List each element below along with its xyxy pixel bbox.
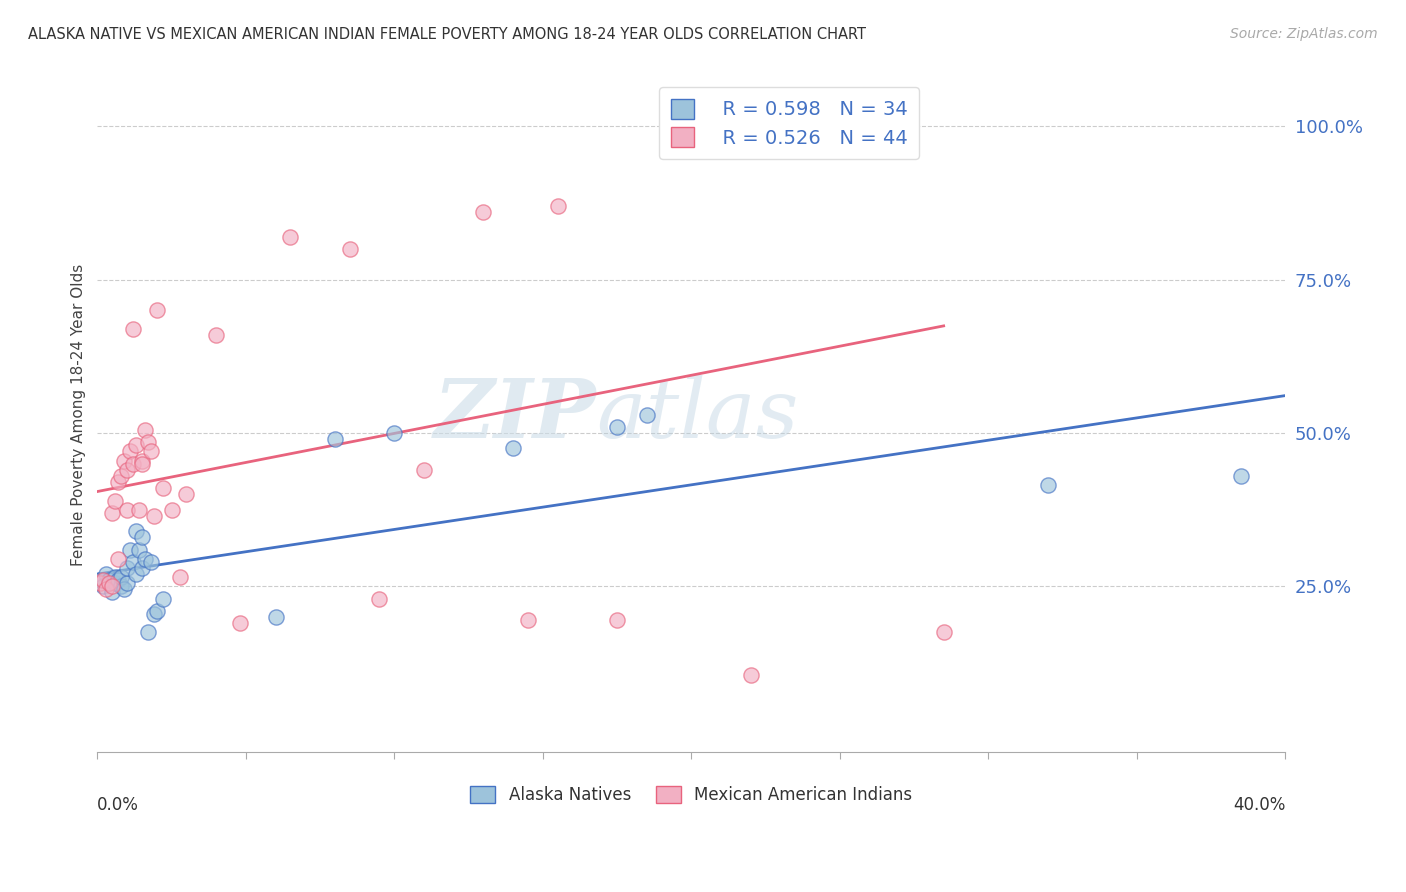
Point [101,579,124,593]
Point [145,604,167,618]
Point [606,420,628,434]
Point [112,582,135,597]
Point [205,328,228,343]
Point [107,475,129,489]
Point [89,573,111,587]
Point [280,230,302,244]
Point [264,610,287,624]
Point [131,561,153,575]
Point [131,457,153,471]
Point [665,120,688,134]
Point [91,573,114,587]
Point [136,435,159,450]
Point [128,502,150,516]
Point [516,613,538,627]
Point [323,432,346,446]
Point [122,457,145,471]
Point [176,487,198,501]
Point [110,570,132,584]
Point [606,613,628,627]
Point [101,585,124,599]
Point [125,567,148,582]
Point [122,555,145,569]
Point [107,551,129,566]
Point [128,542,150,557]
Point [118,542,141,557]
Point [115,463,138,477]
Point [844,120,866,134]
Point [125,438,148,452]
Point [636,408,658,422]
Point [96,582,118,597]
Point [98,576,121,591]
Point [134,423,156,437]
Point [89,576,111,591]
Point [118,444,141,458]
Point [932,625,955,640]
Point [887,120,910,134]
Point [98,573,121,587]
Text: 0.0%: 0.0% [97,796,139,814]
Point [131,530,153,544]
Point [368,591,391,606]
Point [107,573,129,587]
Point [160,502,183,516]
Point [1229,469,1251,483]
Text: ZIP: ZIP [433,375,596,455]
Point [101,506,124,520]
Point [740,668,762,682]
Legend: Alaska Natives, Mexican American Indians: Alaska Natives, Mexican American Indians [464,780,920,811]
Y-axis label: Female Poverty Among 18-24 Year Olds: Female Poverty Among 18-24 Year Olds [72,263,86,566]
Point [110,469,132,483]
Point [547,199,569,213]
Point [229,616,252,631]
Point [472,205,495,219]
Point [131,453,153,467]
Point [502,442,524,456]
Point [122,322,145,336]
Point [413,463,436,477]
Point [142,607,165,621]
Point [115,502,138,516]
Point [1036,478,1059,492]
Point [139,555,162,569]
Point [169,570,191,584]
Text: atlas: atlas [596,375,799,455]
Point [96,567,118,582]
Point [104,576,127,591]
Point [104,570,127,584]
Point [152,481,174,495]
Text: ALASKA NATIVE VS MEXICAN AMERICAN INDIAN FEMALE POVERTY AMONG 18-24 YEAR OLDS CO: ALASKA NATIVE VS MEXICAN AMERICAN INDIAN… [28,27,866,42]
Point [115,561,138,575]
Text: 40.0%: 40.0% [1233,796,1285,814]
Point [134,551,156,566]
Point [125,524,148,538]
Point [112,453,135,467]
Point [139,444,162,458]
Point [91,579,114,593]
Point [382,426,405,441]
Point [142,508,165,523]
Text: Source: ZipAtlas.com: Source: ZipAtlas.com [1230,27,1378,41]
Point [136,625,159,640]
Point [152,591,174,606]
Point [115,576,138,591]
Point [104,493,127,508]
Point [145,303,167,318]
Point [339,242,361,256]
Point [110,579,132,593]
